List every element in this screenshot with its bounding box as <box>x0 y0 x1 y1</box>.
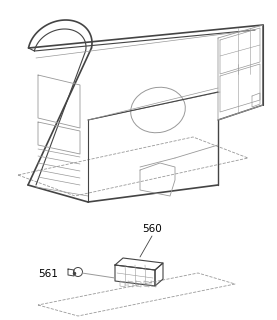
Text: 560: 560 <box>142 224 162 234</box>
Text: 561: 561 <box>38 269 58 279</box>
